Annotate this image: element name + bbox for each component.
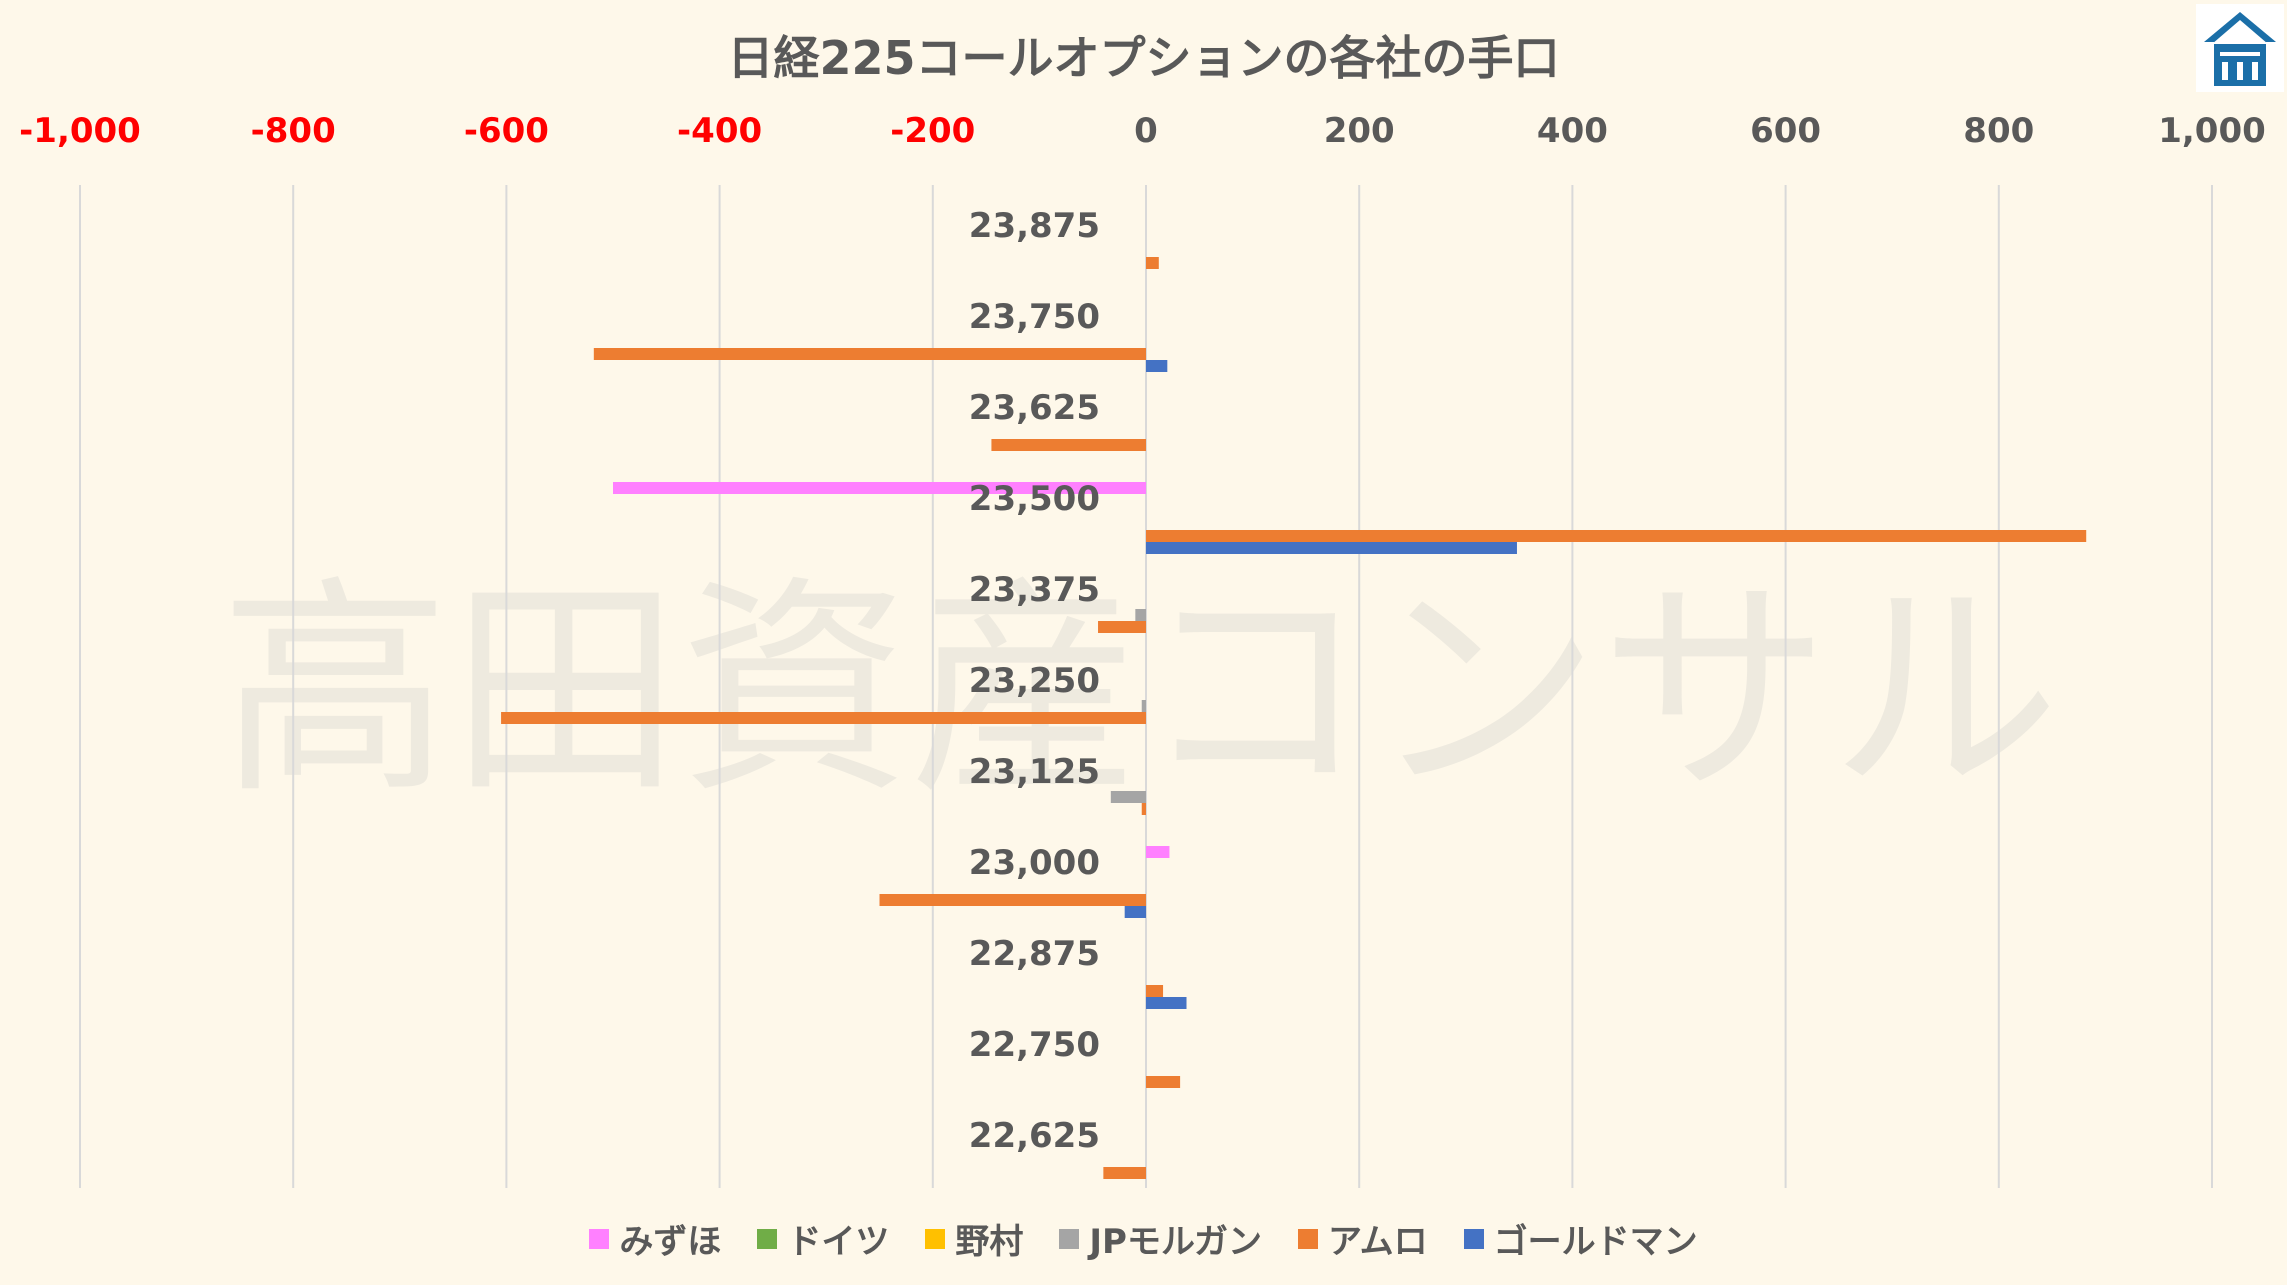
- category-label: 22,750: [969, 1025, 1100, 1065]
- legend-label: 野村: [955, 1222, 1024, 1262]
- x-tick-label: -400: [677, 111, 762, 151]
- x-tick-label: 1,000: [2158, 111, 2266, 151]
- legend-swatch: [1297, 1228, 1318, 1249]
- bar: [1141, 803, 1146, 815]
- x-tick-label: -600: [464, 111, 549, 151]
- legend-item: JPモルガン: [1059, 1214, 1262, 1263]
- bar: [1146, 1076, 1181, 1088]
- x-tick-label: 400: [1537, 111, 1608, 151]
- legend-label: みずほ: [619, 1222, 722, 1262]
- bar: [1146, 985, 1164, 997]
- bar: [1146, 530, 2087, 542]
- legend-item: アムロ: [1297, 1214, 1428, 1263]
- bar: [613, 482, 1146, 494]
- bar: [1141, 700, 1146, 712]
- legend-label: ドイツ: [787, 1222, 890, 1262]
- x-tick-label: 800: [1963, 111, 2034, 151]
- category-label: 23,625: [969, 388, 1100, 428]
- x-tick-label: 0: [1134, 111, 1158, 151]
- bar: [1124, 906, 1146, 918]
- bar: [1146, 846, 1170, 858]
- logo: [2196, 4, 2284, 92]
- legend-swatch: [757, 1228, 778, 1249]
- chart-title: 日経225コールオプションの各社の手口: [727, 31, 1560, 85]
- category-label: 23,750: [969, 297, 1100, 337]
- x-tick-label: 600: [1750, 111, 1821, 151]
- category-label: 23,875: [969, 206, 1100, 246]
- x-tick-label: -200: [890, 111, 975, 151]
- watermark-text: 高田資産コンサル: [220, 558, 2060, 825]
- category-label: 23,500: [969, 479, 1100, 519]
- bar: [501, 712, 1146, 724]
- house-logo-icon: [2204, 12, 2276, 86]
- legend-label: JPモルガン: [1089, 1222, 1262, 1262]
- bar: [879, 894, 1146, 906]
- legend-swatch: [1463, 1228, 1484, 1249]
- category-label: 23,125: [969, 752, 1100, 792]
- category-label: 22,625: [969, 1116, 1100, 1156]
- legend-label: ゴールドマン: [1493, 1222, 1698, 1262]
- category-label: 22,875: [969, 934, 1100, 974]
- legend-item: ドイツ: [757, 1214, 889, 1263]
- bar: [1146, 997, 1187, 1009]
- bar: [991, 439, 1146, 451]
- bar: [1135, 609, 1146, 621]
- bar: [1110, 791, 1146, 803]
- x-tick-label: -1,000: [19, 111, 141, 151]
- bar: [1146, 257, 1159, 269]
- bar: [1146, 360, 1168, 372]
- legend-swatch: [1059, 1228, 1080, 1249]
- x-tick-label: 200: [1324, 111, 1395, 151]
- bar: [1103, 1167, 1146, 1179]
- legend-item: みずほ: [589, 1214, 721, 1263]
- category-label: 23,250: [969, 661, 1100, 701]
- category-label: 23,375: [969, 570, 1100, 610]
- legend-item: ゴールドマン: [1463, 1214, 1698, 1263]
- legend-item: 野村: [925, 1214, 1023, 1263]
- chart-legend: みずほ ドイツ 野村 JPモルガン アムロ ゴールドマン: [0, 1214, 2287, 1263]
- legend-swatch: [589, 1228, 610, 1249]
- x-tick-label: -800: [251, 111, 336, 151]
- category-label: 23,000: [969, 843, 1100, 883]
- bar: [1098, 621, 1146, 633]
- bar: [1146, 542, 1517, 554]
- legend-label: アムロ: [1327, 1222, 1428, 1262]
- bar: [593, 348, 1146, 360]
- legend-swatch: [925, 1228, 946, 1249]
